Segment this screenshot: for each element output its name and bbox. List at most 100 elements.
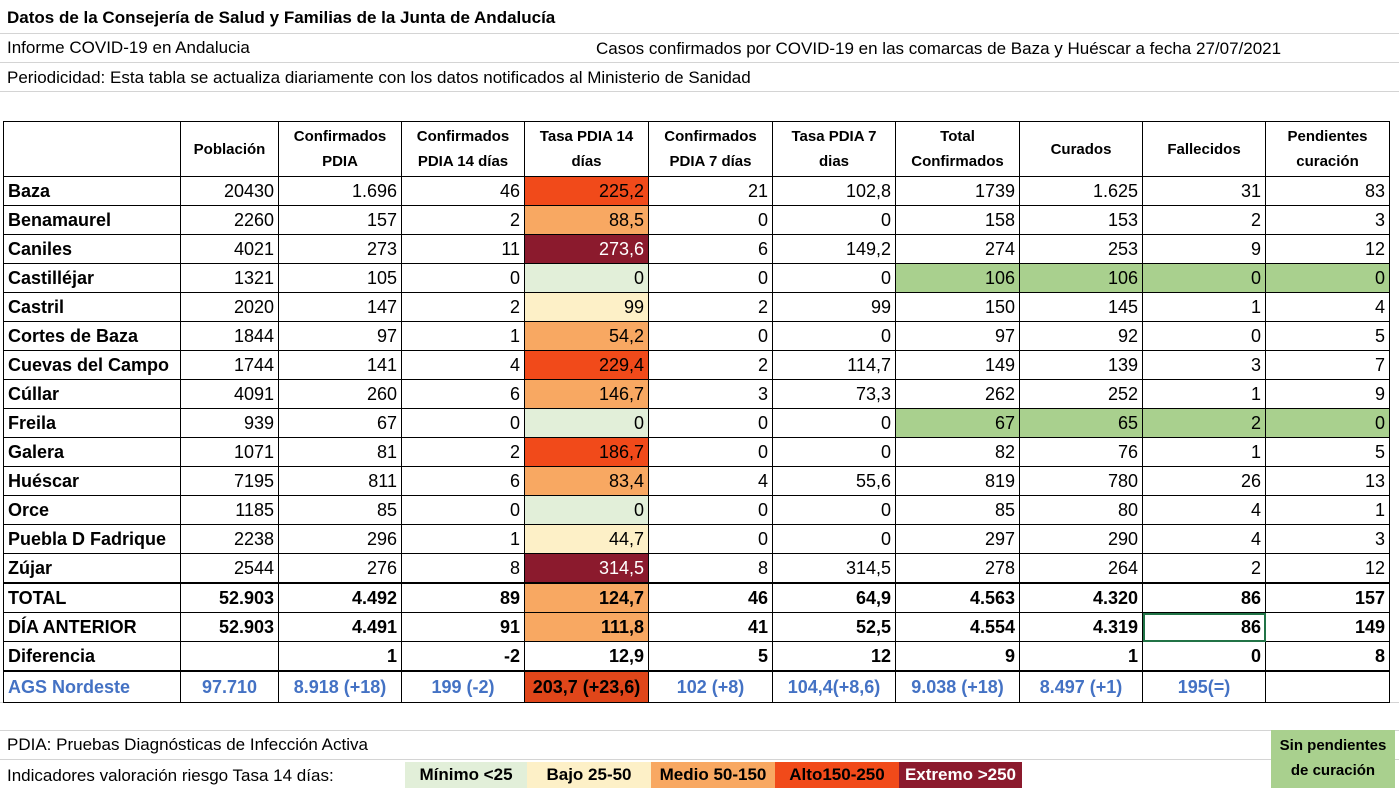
table-cell: 4 xyxy=(648,466,773,496)
table-cell: 99 xyxy=(772,292,896,322)
table-cell: 54,2 xyxy=(524,321,649,351)
table-cell: 55,6 xyxy=(772,466,896,496)
column-header: Confirmados PDIA 7 días xyxy=(648,121,773,177)
table-cell: 0 xyxy=(648,408,773,438)
table-cell: 41 xyxy=(648,612,773,642)
table-cell: 1 xyxy=(401,524,525,554)
legend-medio: Medio 50-150 xyxy=(651,762,775,788)
table-cell: 88,5 xyxy=(524,205,649,235)
table-cell: 0 xyxy=(524,263,649,293)
table-cell: 203,7 (+23,6) xyxy=(524,670,649,703)
table-cell: 65 xyxy=(1019,408,1143,438)
table-cell: 12 xyxy=(772,641,896,672)
table-cell: 186,7 xyxy=(524,437,649,467)
table-cell: 3 xyxy=(648,379,773,409)
table-cell: 106 xyxy=(895,263,1020,293)
table-cell: 89 xyxy=(401,582,525,613)
table-cell: 276 xyxy=(278,553,402,584)
table-cell: 1 xyxy=(1142,437,1266,467)
table-cell: 157 xyxy=(278,205,402,235)
table-cell: 0 xyxy=(524,495,649,525)
table-cell: 2544 xyxy=(180,553,279,584)
table-cell: 0 xyxy=(648,321,773,351)
ags-nordeste-row: AGS Nordeste 97.710 8.918 (+18) 199 (-2) 203… xyxy=(3,670,1390,703)
table-cell: 97 xyxy=(895,321,1020,351)
table-cell: 4.563 xyxy=(895,582,1020,613)
table-cell: 939 xyxy=(180,408,279,438)
table-cell: 8 xyxy=(401,553,525,584)
table-cell: 278 xyxy=(895,553,1020,584)
gridline xyxy=(0,91,1399,92)
table-cell: 52.903 xyxy=(180,612,279,642)
covid-table: Población Confirmados PDIA Confirmados PDI… xyxy=(3,121,1390,703)
table-cell: 85 xyxy=(895,495,1020,525)
table-row: Castril 2020 147 2 99 2 99 150 145 1 4 xyxy=(3,292,1390,322)
table-cell: 0 xyxy=(1142,641,1266,672)
table-cell: 4.554 xyxy=(895,612,1020,642)
row-label: Freila xyxy=(3,408,181,438)
row-label: Castril xyxy=(3,292,181,322)
header-corner xyxy=(3,121,181,177)
table-cell: 8 xyxy=(648,553,773,584)
table-cell: 7 xyxy=(1265,350,1390,380)
table-cell: 64,9 xyxy=(772,582,896,613)
table-cell: 1844 xyxy=(180,321,279,351)
table-cell: 780 xyxy=(1019,466,1143,496)
table-cell: 8.497 (+1) xyxy=(1019,670,1143,703)
row-label: Galera xyxy=(3,437,181,467)
table-cell: 290 xyxy=(1019,524,1143,554)
table-cell: 3 xyxy=(1142,350,1266,380)
report-subtitle: Informe COVID-19 en Andalucia xyxy=(7,38,250,57)
table-cell: 0 xyxy=(772,205,896,235)
table-cell: 0 xyxy=(648,205,773,235)
table-cell: 0 xyxy=(1142,321,1266,351)
table-cell: 0 xyxy=(648,263,773,293)
table-cell: 83 xyxy=(1265,176,1390,206)
table-cell: 8.918 (+18) xyxy=(278,670,402,703)
table-cell: 6 xyxy=(401,466,525,496)
table-cell: 9 xyxy=(1142,234,1266,264)
table-cell: 0 xyxy=(401,495,525,525)
table-cell: 146,7 xyxy=(524,379,649,409)
total-row: TOTAL 52.903 4.492 89 124,7 46 64,9 4.563 4.320 8… xyxy=(3,582,1390,613)
table-cell: 296 xyxy=(278,524,402,554)
table-row: Castilléjar 1321 105 0 0 0 0 106 106 0 0 xyxy=(3,263,1390,293)
table-cell: 67 xyxy=(895,408,1020,438)
table-cell: 0 xyxy=(772,495,896,525)
table-cell: 262 xyxy=(895,379,1020,409)
row-label: Cortes de Baza xyxy=(3,321,181,351)
table-cell: 6 xyxy=(401,379,525,409)
table-cell: 1.625 xyxy=(1019,176,1143,206)
table-cell: 2 xyxy=(1142,205,1266,235)
table-cell: 11 xyxy=(401,234,525,264)
table-cell: 2 xyxy=(1142,553,1266,584)
table-cell: 0 xyxy=(1142,263,1266,293)
table-cell: 102,8 xyxy=(772,176,896,206)
gridline xyxy=(0,730,1399,731)
table-cell: 0 xyxy=(772,263,896,293)
table-row: Cúllar 4091 260 6 146,7 3 73,3 262 252 1 9 xyxy=(3,379,1390,409)
table-cell: 225,2 xyxy=(524,176,649,206)
table-cell: 229,4 xyxy=(524,350,649,380)
table-cell: 149,2 xyxy=(772,234,896,264)
table-cell: 1 xyxy=(401,321,525,351)
column-header: Pendientes curación xyxy=(1265,121,1390,177)
column-header: Total Confirmados xyxy=(895,121,1020,177)
table-cell: 44,7 xyxy=(524,524,649,554)
row-label: DÍA ANTERIOR xyxy=(3,612,181,642)
report-title: Datos de la Consejería de Salud y Famili… xyxy=(7,8,556,27)
pdia-note: PDIA: Pruebas Diagnósticas de Infección … xyxy=(7,735,368,754)
table-cell: 199 (-2) xyxy=(401,670,525,703)
row-label: Caniles xyxy=(3,234,181,264)
table-cell: 0 xyxy=(772,437,896,467)
table-cell: 1744 xyxy=(180,350,279,380)
table-cell: 158 xyxy=(895,205,1020,235)
table-cell: 4091 xyxy=(180,379,279,409)
table-cell: 1 xyxy=(1265,495,1390,525)
row-label: Benamaurel xyxy=(3,205,181,235)
table-cell: 21 xyxy=(648,176,773,206)
table-cell: 273 xyxy=(278,234,402,264)
table-cell: 106 xyxy=(1019,263,1143,293)
column-header: Población xyxy=(180,121,279,177)
table-cell: 83,4 xyxy=(524,466,649,496)
